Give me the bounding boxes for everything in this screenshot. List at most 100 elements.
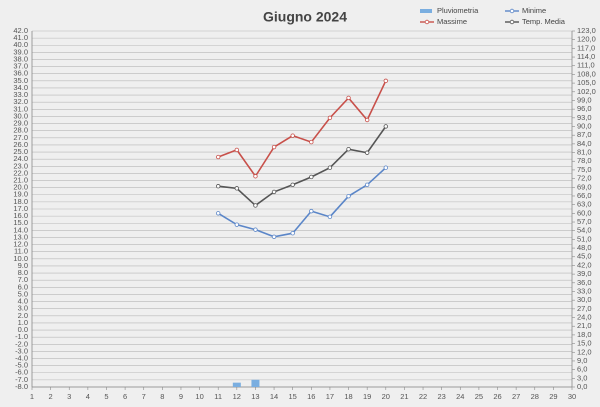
marker <box>364 150 370 155</box>
y-tick-label: 2.0 <box>18 311 28 320</box>
y-tick-label: 0.0 <box>18 325 28 334</box>
y2-tick-label: 114,0 <box>577 52 595 61</box>
y-tick-label: 28.0 <box>13 126 28 135</box>
y2-tick-label: 27,0 <box>577 304 592 313</box>
x-tick-label: 4 <box>86 392 90 401</box>
y2-tick-label: 54,0 <box>577 226 592 235</box>
x-tick-label: 24 <box>456 392 464 401</box>
y2-tick-label: 75,0 <box>577 165 592 174</box>
x-tick-label: 26 <box>493 392 501 401</box>
marker <box>271 144 277 150</box>
y2-tick-label: 99,0 <box>577 95 592 104</box>
marker <box>309 174 314 180</box>
y-tick-label: 27.0 <box>13 133 28 142</box>
y2-tick-label: 60,0 <box>577 208 592 217</box>
y-tick-label: -7.0 <box>15 375 28 384</box>
x-tick-label: 3 <box>67 392 71 401</box>
y2-tick-label: 81,0 <box>577 148 592 157</box>
y2-tick-label: 30,0 <box>577 295 592 304</box>
line <box>218 125 387 207</box>
marker <box>327 165 333 170</box>
y-tick-label: 26.0 <box>13 140 28 149</box>
y-tick-label: -1.0 <box>15 332 28 341</box>
marker <box>253 227 258 232</box>
marker <box>383 78 388 84</box>
y-tick-label: 33.0 <box>13 90 28 99</box>
y2-tick-label: 57,0 <box>577 217 592 226</box>
y-tick-label: -2.0 <box>15 339 28 348</box>
y-tick-label: 22.0 <box>13 168 28 177</box>
marker <box>346 95 351 101</box>
marker <box>271 234 277 239</box>
y2-tick-label: 84,0 <box>577 139 592 148</box>
y-tick-label: 21.0 <box>13 176 28 185</box>
marker <box>216 211 221 216</box>
y2-tick-label: 18,0 <box>577 330 592 339</box>
y-tick-label: 16.0 <box>13 211 28 220</box>
marker <box>234 147 240 153</box>
y2-tick-label: 12,0 <box>577 347 592 356</box>
marker <box>309 139 314 145</box>
y-tick-label: 10.0 <box>13 254 28 263</box>
y-tick-label: 9.0 <box>18 261 28 270</box>
y2-tick-label: 87,0 <box>577 130 592 139</box>
y2-tick-label: 93,0 <box>577 113 592 122</box>
marker <box>290 133 295 138</box>
legend-marker <box>424 19 430 25</box>
y-tick-label: 13.0 <box>13 232 28 241</box>
y-tick-label: 19.0 <box>13 190 28 199</box>
y-tick-label: 38.0 <box>13 54 28 63</box>
x-tick-label: 1 <box>30 392 34 401</box>
x-tick-label: 2 <box>49 392 53 401</box>
bar <box>232 382 241 387</box>
y-tick-label: 4.0 <box>18 297 28 306</box>
y-tick-label: 40.0 <box>13 40 28 49</box>
x-tick-label: 15 <box>289 392 297 401</box>
x-tick-label: 23 <box>437 392 445 401</box>
y-tick-label: 39.0 <box>13 47 28 56</box>
x-tick-label: 30 <box>568 392 576 401</box>
y-tick-label: 5.0 <box>18 289 28 298</box>
marker <box>253 203 258 208</box>
y2-tick-label: 9,0 <box>577 356 587 365</box>
y-tick-label: 12.0 <box>13 240 28 249</box>
y-tick-label: 30.0 <box>13 111 28 120</box>
marker <box>234 186 240 191</box>
y-tick-label: -3.0 <box>15 346 28 355</box>
y2-tick-label: 117,0 <box>577 43 595 52</box>
line <box>217 80 387 178</box>
x-tick-label: 7 <box>142 392 146 401</box>
y2-tick-label: 123,0 <box>577 26 596 35</box>
y2-tick-label: 63,0 <box>577 200 592 209</box>
marker <box>234 222 240 227</box>
x-tick-label: 20 <box>382 392 390 401</box>
x-tick-label: 25 <box>475 392 483 401</box>
y2-tick-label: 0,0 <box>577 382 587 391</box>
y2-tick-label: 6,0 <box>577 365 587 374</box>
y-tick-label: 17.0 <box>13 204 28 213</box>
y2-tick-label: 105,0 <box>577 78 596 87</box>
y-tick-label: 25.0 <box>13 147 28 156</box>
y-tick-label: 7.0 <box>18 275 28 284</box>
marker <box>253 174 258 179</box>
legend-marker <box>509 8 515 14</box>
marker <box>216 184 221 189</box>
y-tick-label: 34.0 <box>13 83 28 92</box>
y-tick-label: 24.0 <box>13 154 28 163</box>
y-tick-label: 6.0 <box>18 282 28 291</box>
y-tick-label: -6.0 <box>15 368 28 377</box>
legend-swatch <box>420 9 432 13</box>
legend-label: Pluviometria <box>437 6 479 15</box>
y2-tick-label: 21,0 <box>577 321 592 330</box>
marker <box>346 193 351 199</box>
y-tick-label: -4.0 <box>15 354 28 363</box>
y2-tick-label: 120,0 <box>577 35 596 44</box>
y-tick-label: 29.0 <box>13 119 28 128</box>
marker <box>327 115 333 121</box>
y-tick-label: 14.0 <box>13 225 28 234</box>
x-tick-label: 11 <box>214 392 222 401</box>
legend-label: Minime <box>522 6 546 15</box>
y2-tick-label: 42,0 <box>577 260 592 269</box>
y-tick-label: 1.0 <box>18 318 28 327</box>
